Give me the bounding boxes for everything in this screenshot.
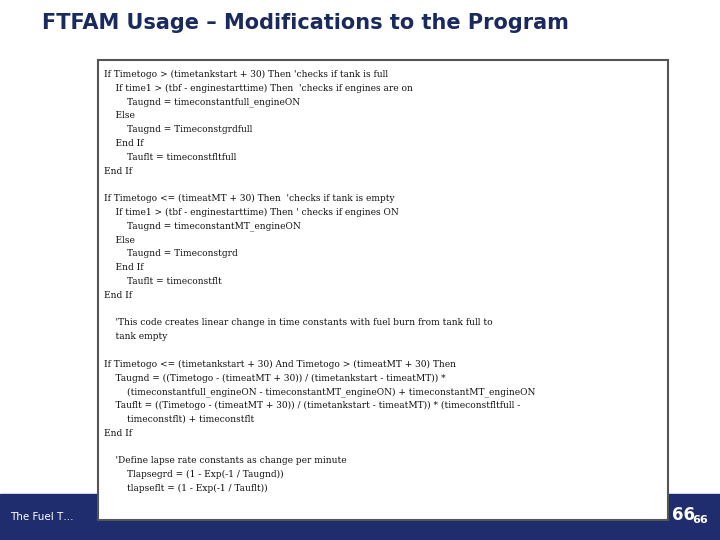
Text: End If: End If <box>104 167 132 176</box>
Text: End If: End If <box>104 139 143 148</box>
Text: Else: Else <box>104 235 135 245</box>
Text: If Timetogo <= (timetankstart + 30) And Timetogo > (timeatMT + 30) Then: If Timetogo <= (timetankstart + 30) And … <box>104 360 456 369</box>
Text: The Fuel T…: The Fuel T… <box>10 512 73 522</box>
Text: timeconstflt) + timeconstflt: timeconstflt) + timeconstflt <box>104 415 254 424</box>
Text: End If: End If <box>104 291 132 300</box>
Text: Else: Else <box>104 111 135 120</box>
Text: Taugnd = Timeconstgrd: Taugnd = Timeconstgrd <box>104 249 238 259</box>
Text: (timeconstantfull_engineON - timeconstantMT_engineON) + timeconstantMT_engineON: (timeconstantfull_engineON - timeconstan… <box>104 387 536 397</box>
Bar <box>0 494 720 540</box>
Text: 'Define lapse rate constants as change per minute: 'Define lapse rate constants as change p… <box>104 456 346 465</box>
Text: 66: 66 <box>672 506 695 524</box>
Text: Tauflt = timeconstfltfull: Tauflt = timeconstfltfull <box>104 153 236 162</box>
Text: tank empty: tank empty <box>104 332 167 341</box>
Text: If time1 > (tbf - enginestarttime) Then ' checks if engines ON: If time1 > (tbf - enginestarttime) Then … <box>104 208 399 217</box>
Text: Taugnd = Timeconstgrdfull: Taugnd = Timeconstgrdfull <box>104 125 253 134</box>
Text: 'This code creates linear change in time constants with fuel burn from tank full: 'This code creates linear change in time… <box>104 319 492 327</box>
Text: If Timetogo > (timetankstart + 30) Then 'checks if tank is full: If Timetogo > (timetankstart + 30) Then … <box>104 70 388 79</box>
Text: tlapseflt = (1 - Exp(-1 / Tauflt)): tlapseflt = (1 - Exp(-1 / Tauflt)) <box>104 484 268 493</box>
Text: End If: End If <box>104 429 132 438</box>
Text: Taugnd = timeconstantMT_engineON: Taugnd = timeconstantMT_engineON <box>104 222 301 232</box>
Text: If time1 > (tbf - enginestarttime) Then  'checks if engines are on: If time1 > (tbf - enginestarttime) Then … <box>104 84 413 93</box>
Text: 66: 66 <box>692 515 708 525</box>
Text: FTFAM Usage – Modifications to the Program: FTFAM Usage – Modifications to the Progr… <box>42 13 569 33</box>
Text: Taugnd = ((Timetogo - (timeatMT + 30)) / (timetankstart - timeatMT)) *: Taugnd = ((Timetogo - (timeatMT + 30)) /… <box>104 374 446 383</box>
Text: Tauflt = timeconstflt: Tauflt = timeconstflt <box>104 277 222 286</box>
Text: If Timetogo <= (timeatMT + 30) Then  'checks if tank is empty: If Timetogo <= (timeatMT + 30) Then 'che… <box>104 194 395 204</box>
Bar <box>98 60 668 520</box>
Text: Tauflt = ((Timetogo - (timeatMT + 30)) / (timetankstart - timeatMT)) * (timecons: Tauflt = ((Timetogo - (timeatMT + 30)) /… <box>104 401 521 410</box>
Text: Taugnd = timeconstantfull_engineON: Taugnd = timeconstantfull_engineON <box>104 98 300 107</box>
Text: End If: End If <box>104 263 143 272</box>
Text: Tlapsegrd = (1 - Exp(-1 / Taugnd)): Tlapsegrd = (1 - Exp(-1 / Taugnd)) <box>104 470 284 480</box>
